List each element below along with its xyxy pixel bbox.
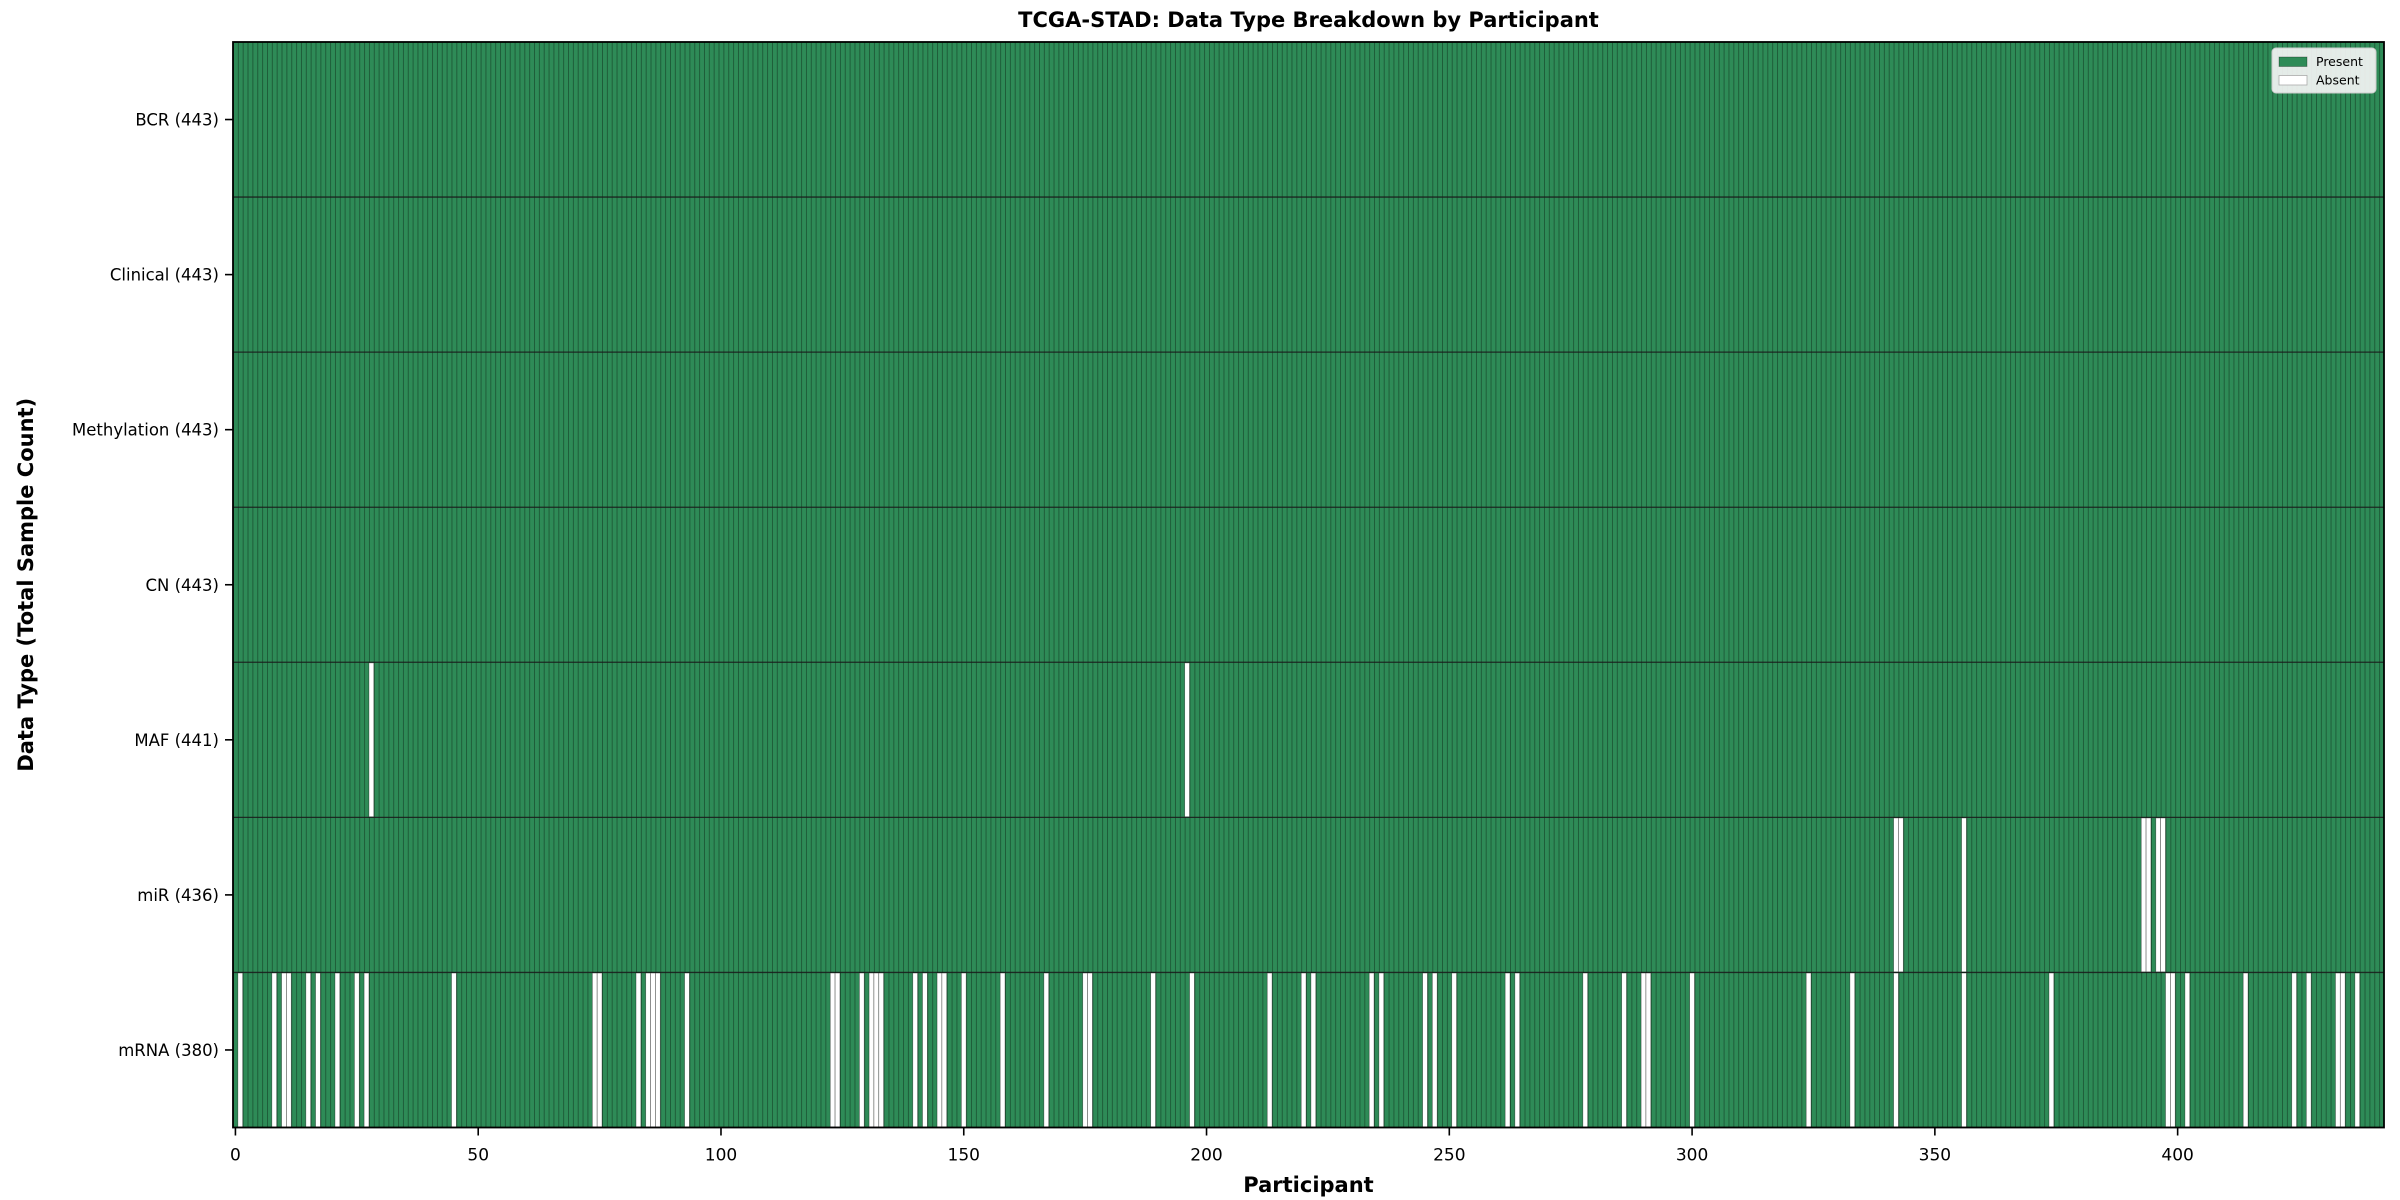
absent-cell-mrna-175 xyxy=(1082,972,1088,1128)
absent-cell-mrna-93 xyxy=(684,972,690,1128)
x-tick-label-300: 300 xyxy=(1676,1146,1708,1166)
absent-cell-mir-394 xyxy=(2145,817,2152,973)
legend-swatch-absent xyxy=(2278,75,2308,86)
x-tick-label-200: 200 xyxy=(1190,1146,1222,1166)
x-tick-label-100: 100 xyxy=(705,1146,737,1166)
absent-cell-mrna-189 xyxy=(1150,972,1156,1128)
absent-cell-mrna-213 xyxy=(1266,972,1273,1128)
chart-title: TCGA-STAD: Data Type Breakdown by Partic… xyxy=(1018,8,1599,32)
absent-cell-mrna-398 xyxy=(2165,972,2171,1128)
absent-cell-mrna-27 xyxy=(363,972,370,1128)
absent-cell-mrna-21 xyxy=(334,972,341,1128)
absent-cell-mrna-85 xyxy=(645,972,651,1128)
absent-cell-mrna-427 xyxy=(2305,972,2312,1128)
absent-cell-mrna-342 xyxy=(1893,972,1899,1128)
absent-cell-mrna-291 xyxy=(1645,972,1652,1128)
absent-cell-maf-28 xyxy=(368,662,375,818)
y-tick-label-cn: CN (443) xyxy=(146,576,219,595)
absent-cell-mrna-45 xyxy=(451,972,457,1128)
absent-cell-mrna-356 xyxy=(1961,972,1967,1128)
absent-cell-mrna-75 xyxy=(596,972,603,1128)
absent-cell-mrna-197 xyxy=(1189,972,1195,1128)
y-axis-label: Data Type (Total Sample Count) xyxy=(14,398,38,772)
y-tick-label-mrna: mRNA (380) xyxy=(118,1041,219,1060)
absent-cell-mrna-145 xyxy=(936,972,943,1128)
x-axis-label: Participant xyxy=(1243,1173,1373,1197)
absent-cell-mrna-433 xyxy=(2335,972,2341,1128)
absent-cell-mrna-399 xyxy=(2170,972,2176,1128)
absent-cell-mrna-262 xyxy=(1504,972,1511,1128)
absent-cell-mrna-87 xyxy=(655,972,661,1128)
x-tick-label-400: 400 xyxy=(2161,1146,2193,1166)
absent-cell-mrna-142 xyxy=(922,972,928,1128)
absent-cell-mir-393 xyxy=(2140,817,2147,973)
absent-cell-mrna-234 xyxy=(1368,972,1375,1128)
absent-cell-mrna-245 xyxy=(1422,972,1428,1128)
absent-cell-mrna-132 xyxy=(873,972,880,1128)
absent-cell-mrna-86 xyxy=(650,972,656,1128)
absent-cell-mrna-434 xyxy=(2339,972,2346,1128)
absent-cell-mrna-150 xyxy=(960,972,967,1128)
y-tick-label-mir: miR (436) xyxy=(137,886,219,905)
absent-cell-mir-396 xyxy=(2155,817,2161,973)
absent-cell-mrna-167 xyxy=(1043,972,1050,1128)
absent-cell-mrna-176 xyxy=(1087,972,1093,1128)
absent-cell-mrna-290 xyxy=(1640,972,1647,1128)
x-tick-label-150: 150 xyxy=(948,1146,980,1166)
absent-cell-mrna-140 xyxy=(912,972,918,1128)
absent-cell-mrna-236 xyxy=(1378,972,1385,1128)
absent-cell-mir-397 xyxy=(2160,817,2166,973)
absent-cell-mrna-158 xyxy=(999,972,1006,1128)
y-tick-label-methylation: Methylation (443) xyxy=(72,421,219,440)
absent-cell-mrna-129 xyxy=(859,972,865,1128)
absent-cell-mrna-286 xyxy=(1621,972,1627,1128)
absent-cell-mrna-264 xyxy=(1514,972,1521,1128)
legend-swatch-present xyxy=(2278,56,2308,67)
absent-cell-mrna-300 xyxy=(1689,972,1695,1128)
absent-cell-mrna-247 xyxy=(1431,972,1438,1128)
y-tick-label-maf: MAF (441) xyxy=(134,731,219,750)
absent-cell-mrna-424 xyxy=(2291,972,2297,1128)
absent-cell-mrna-220 xyxy=(1300,972,1307,1128)
absent-cell-mrna-74 xyxy=(591,972,598,1128)
legend-label-absent: Absent xyxy=(2316,73,2360,88)
x-tick-label-250: 250 xyxy=(1433,1146,1465,1166)
absent-cell-mir-356 xyxy=(1961,817,1967,973)
absent-cell-mrna-124 xyxy=(834,972,841,1128)
absent-cell-mrna-133 xyxy=(878,972,884,1128)
absent-cell-maf-196 xyxy=(1184,662,1190,818)
absent-cell-mrna-414 xyxy=(2242,972,2249,1128)
legend: Present Absent xyxy=(2271,47,2377,94)
y-tick-label-clinical: Clinical (443) xyxy=(110,266,219,285)
absent-cell-mrna-8 xyxy=(271,972,278,1128)
absent-cell-mrna-17 xyxy=(315,972,321,1128)
absent-cell-mrna-437 xyxy=(2354,972,2361,1128)
legend-label-present: Present xyxy=(2316,54,2363,69)
x-tick-label-0: 0 xyxy=(230,1146,241,1166)
absent-cell-mir-342 xyxy=(1893,817,1899,973)
absent-cell-mrna-1 xyxy=(237,972,244,1128)
absent-cell-mrna-15 xyxy=(305,972,312,1128)
absent-cell-mrna-278 xyxy=(1582,972,1589,1128)
absent-cell-mrna-374 xyxy=(2048,972,2055,1128)
x-tick-label-50: 50 xyxy=(467,1146,489,1166)
absent-cell-mrna-333 xyxy=(1849,972,1856,1128)
absent-cell-mrna-131 xyxy=(868,972,875,1128)
absent-cell-mrna-11 xyxy=(286,972,292,1128)
absent-cell-mir-343 xyxy=(1898,817,1904,973)
absent-cell-mrna-83 xyxy=(635,972,642,1128)
absent-cell-mrna-123 xyxy=(829,972,836,1128)
absent-cell-mrna-251 xyxy=(1451,972,1457,1128)
plot-area xyxy=(233,42,2384,1128)
absent-cell-mrna-146 xyxy=(941,972,948,1128)
x-tick-label-350: 350 xyxy=(1919,1146,1951,1166)
y-tick-label-bcr: BCR (443) xyxy=(135,111,219,130)
absent-cell-mrna-402 xyxy=(2184,972,2191,1128)
absent-cell-mrna-324 xyxy=(1805,972,1812,1128)
absent-cell-mrna-222 xyxy=(1310,972,1317,1128)
absent-cell-mrna-25 xyxy=(354,972,360,1128)
absent-cell-mrna-10 xyxy=(281,972,287,1128)
